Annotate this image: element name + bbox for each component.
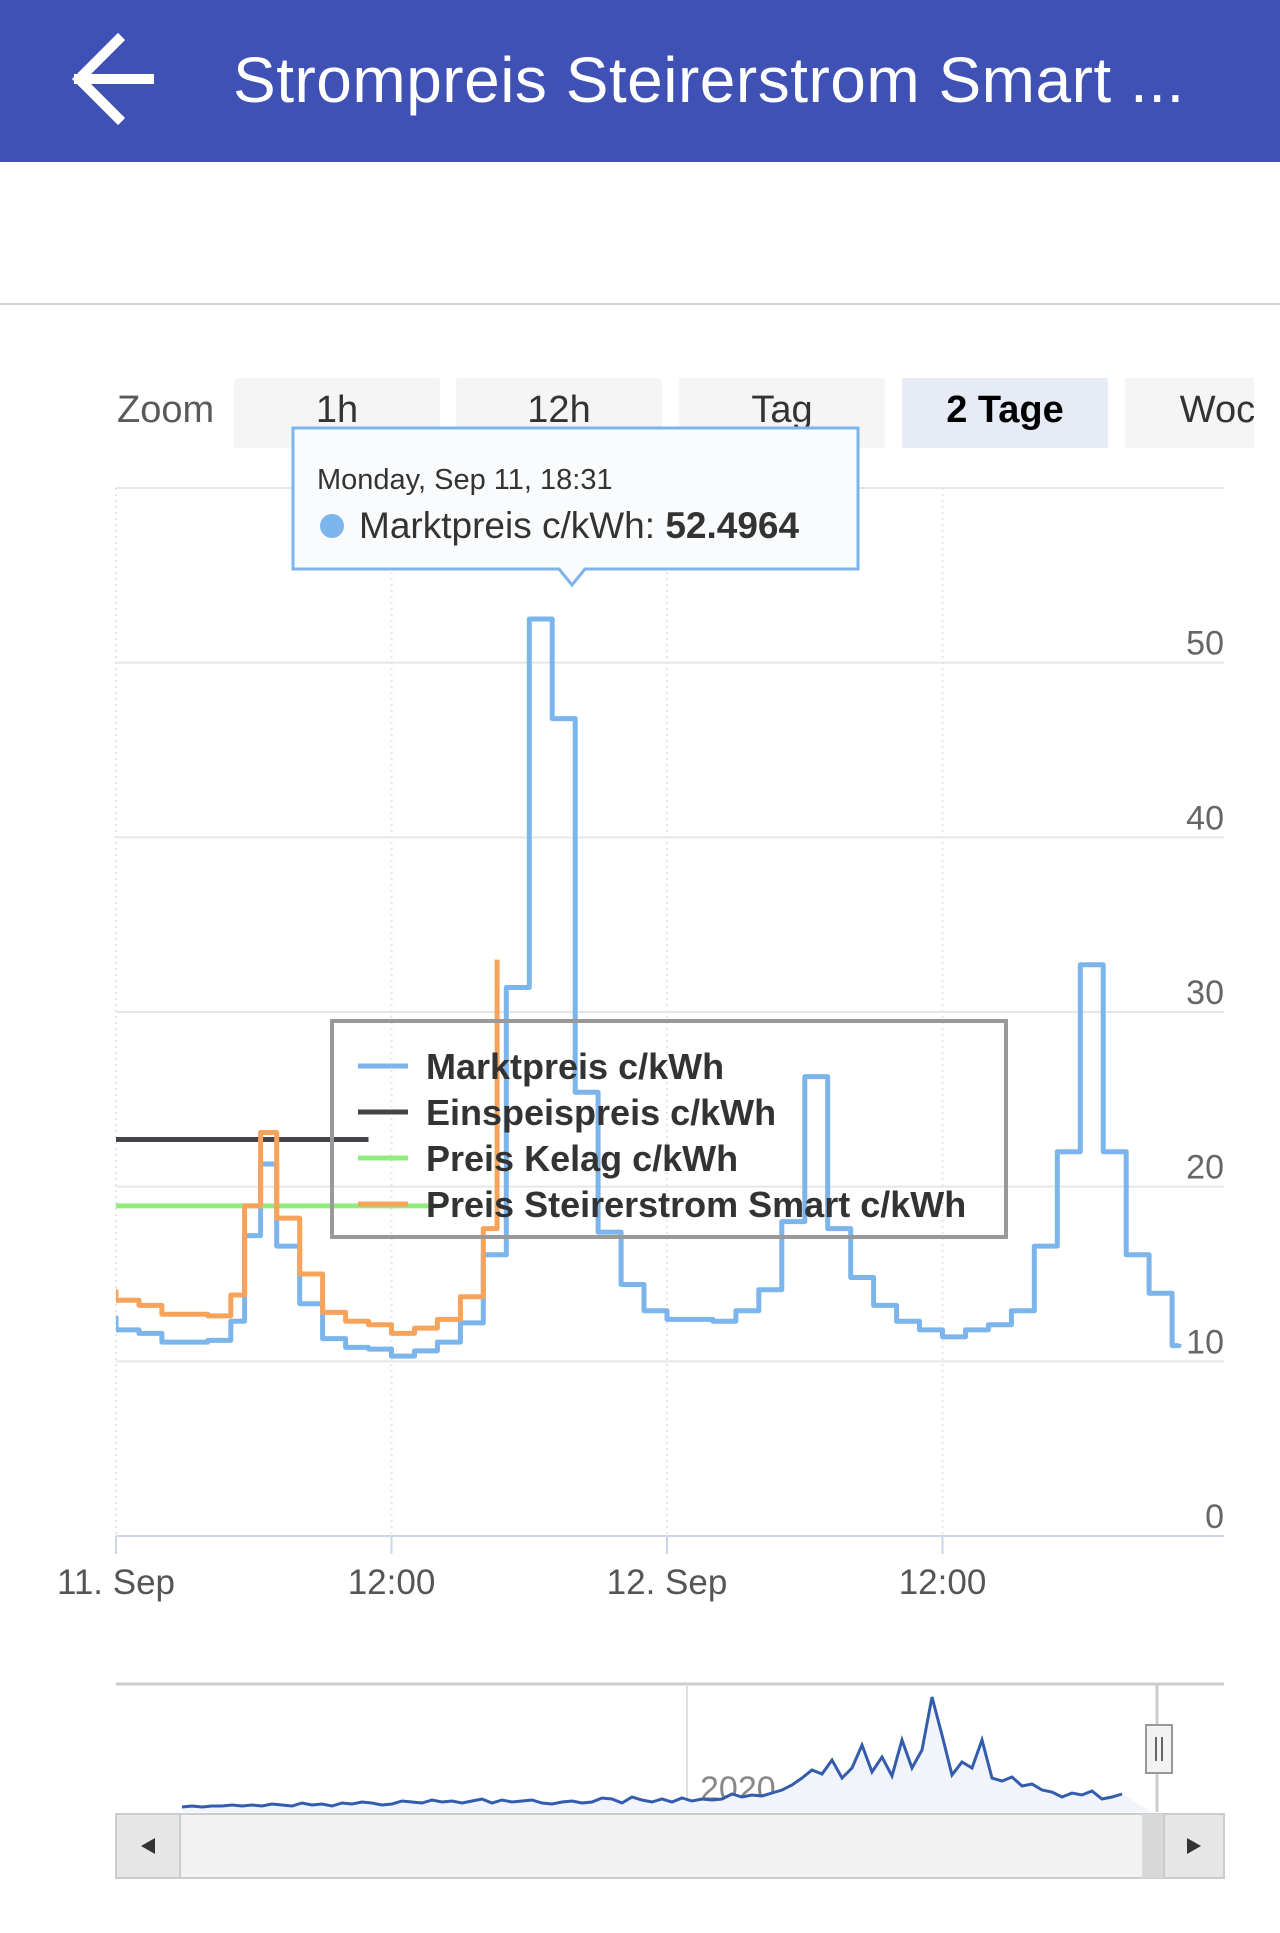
x-tick-label-3: 12:00 — [899, 1563, 987, 1602]
series-group — [93, 616, 1182, 1359]
legend-item-4[interactable]: Preis Steirerstrom Smart c/kWh — [358, 1184, 966, 1225]
y-tick-label-20: 20 — [1186, 1149, 1224, 1187]
zoom-button-woch[interactable]: Woch — [1125, 378, 1280, 448]
x-tick-label-2: 12. Sep — [607, 1563, 728, 1602]
arrow-left-small-icon — [141, 1838, 155, 1854]
tooltip-series-name: Marktpreis c/kWh: — [359, 505, 665, 546]
zoom-button-2-tage[interactable]: 2 Tage — [902, 378, 1108, 448]
tooltip-value-line: Marktpreis c/kWh: 52.4964 — [359, 505, 799, 546]
y-tick-label-30: 30 — [1186, 974, 1224, 1012]
navigator-handle[interactable] — [1145, 1724, 1173, 1774]
legend-label: Preis Steirerstrom Smart c/kWh — [426, 1184, 966, 1225]
y-tick-label-40: 40 — [1186, 799, 1224, 837]
legend[interactable]: Marktpreis c/kWh Einspeispreis c/kWh Preis… — [330, 1019, 1008, 1239]
navigator[interactable]: 2020 — [115, 1682, 1225, 1879]
tooltip-value: 52.4964 — [665, 505, 799, 546]
handle-box — [1145, 1724, 1173, 1774]
page-title: Strompreis Steirerstrom Smart ... — [233, 44, 1185, 116]
y-tick-label-10: 10 — [1186, 1323, 1224, 1361]
tooltip-box — [291, 426, 860, 588]
tooltip: Monday, Sep 11, 18:31 Marktpreis c/kWh: 5… — [291, 426, 860, 588]
zoom-label: Zoom — [117, 389, 214, 431]
legend-label: Einspeispreis c/kWh — [426, 1092, 776, 1133]
series-line-4[interactable] — [93, 959, 500, 1336]
legend-label: Marktpreis c/kWh — [426, 1046, 724, 1087]
tooltip-dot — [320, 514, 344, 538]
back-button[interactable] — [54, 26, 164, 136]
app-bar: Strompreis Steirerstrom Smart ... — [0, 0, 1280, 162]
y-tick-label-0: 0 — [1205, 1498, 1224, 1536]
arrow-right-small-icon — [1187, 1838, 1201, 1854]
navigator-scrollbar[interactable] — [115, 1813, 1225, 1879]
zoom-button-bg — [902, 378, 1108, 448]
scrollbar-thumb[interactable] — [182, 1816, 1140, 1876]
legend-item-2[interactable]: Einspeispreis c/kWh — [358, 1092, 776, 1133]
legend-item-1[interactable]: Marktpreis c/kWh — [358, 1046, 724, 1087]
legend-item-3[interactable]: Preis Kelag c/kWh — [358, 1138, 738, 1179]
legend-border — [330, 1019, 1008, 1239]
navigator-series — [181, 1696, 1123, 1809]
header-divider — [0, 303, 1280, 305]
tooltip-date: Monday, Sep 11, 18:31 — [317, 464, 613, 496]
navigator-area — [182, 1697, 1152, 1812]
series-line-1[interactable] — [93, 616, 1182, 1359]
zoom-button-label: Tag — [751, 389, 812, 431]
zoom-clip-mask — [1254, 370, 1280, 460]
legend-label: Preis Kelag c/kWh — [426, 1138, 738, 1179]
zoom-button-label: 1h — [316, 389, 358, 431]
zoom-button-bg — [1125, 378, 1280, 448]
y-tick-label-50: 50 — [1186, 625, 1224, 663]
x-tick-label-1: 12:00 — [348, 1563, 436, 1602]
x-tick-label-0: 11. Sep — [57, 1563, 175, 1602]
zoom-button-label: 12h — [527, 389, 590, 431]
arrow-left-icon — [71, 32, 154, 126]
zoom-button-label: 2 Tage — [946, 389, 1064, 431]
scrollbar-thumb-end — [1142, 1814, 1164, 1878]
